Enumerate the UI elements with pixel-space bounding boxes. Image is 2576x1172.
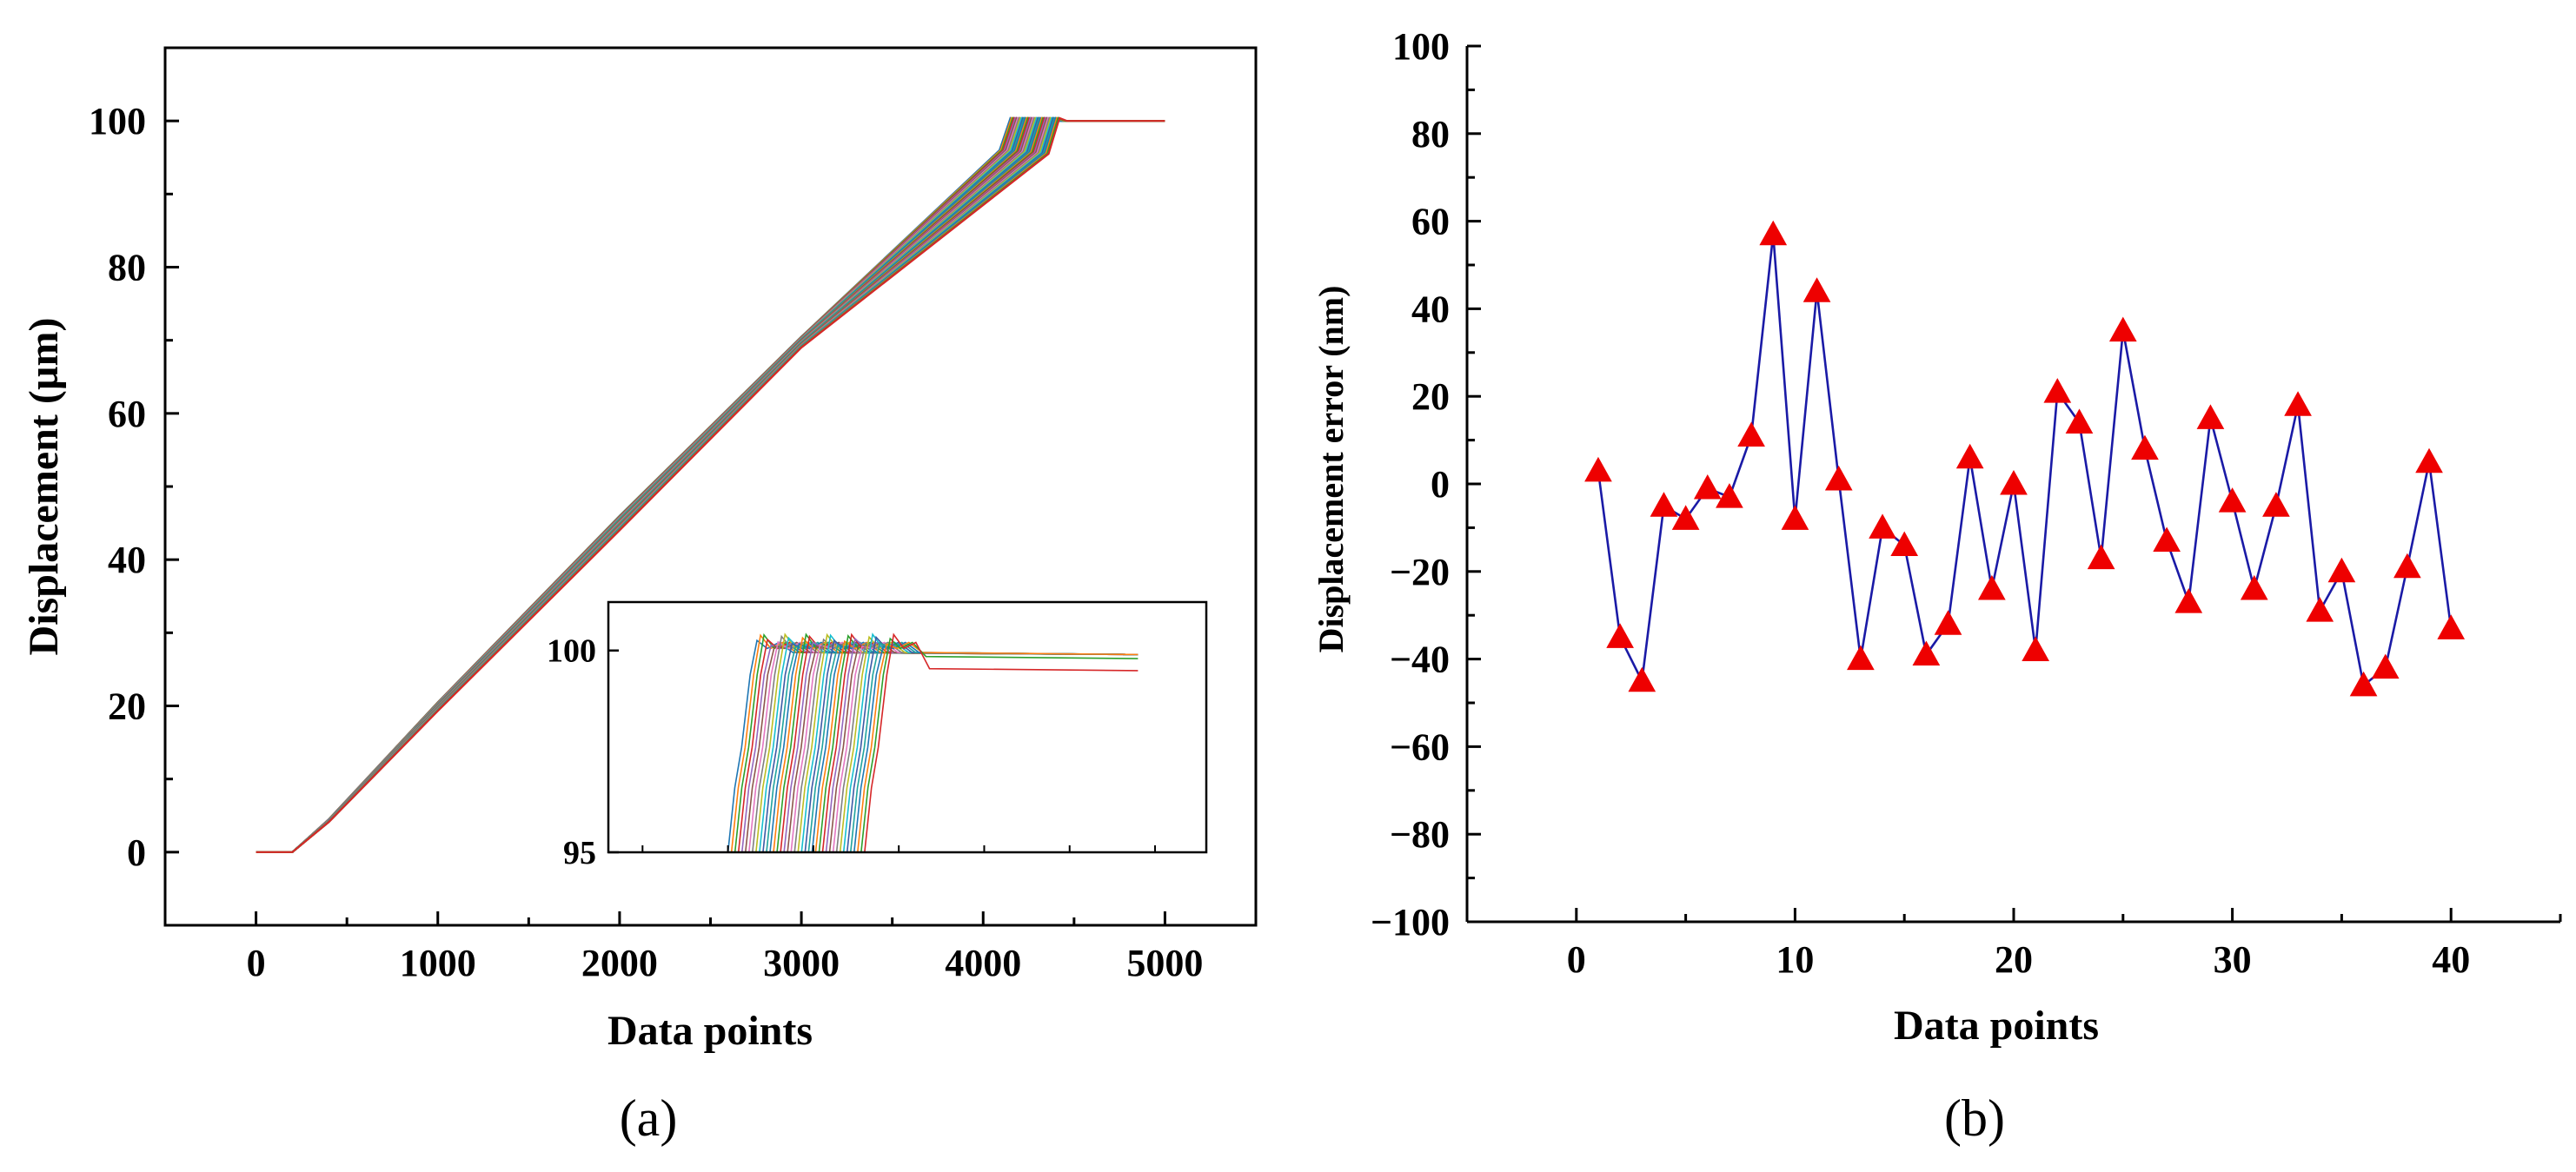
panel-a-ytick-label: 40 [108, 539, 146, 581]
panel-a-ylabel: Displacement (µm) [21, 318, 67, 656]
panel-b-triangle-marker [1869, 513, 1896, 539]
panel-b-ytick-label: 80 [1411, 113, 1450, 156]
inset-series-line [849, 641, 1139, 853]
panel-a-inset: 95 100 [547, 600, 1208, 871]
panel-b-ytick-label: −80 [1390, 813, 1450, 856]
panel-b-triangle-marker [1716, 483, 1743, 508]
panel-b-triangle-marker [2174, 588, 2203, 613]
panel-b-triangle-marker [2306, 597, 2334, 622]
panel-b-triangle-marker [2415, 447, 2443, 473]
panel-b-triangle-marker [2000, 469, 2028, 495]
panel-b-triangle-marker [2371, 653, 2400, 679]
panel-b-triangle-marker [2437, 614, 2466, 639]
panel-b-ytick-label: 40 [1411, 288, 1450, 330]
panel-b-ytick-label: −40 [1390, 639, 1450, 681]
panel-b-tag: (b) [1944, 1089, 2005, 1147]
panel-b-triangle-marker [2108, 316, 2137, 342]
panel-b-triangle-marker [1934, 610, 1962, 635]
panel-b-ytick-label: −60 [1390, 725, 1450, 768]
inset-series-group [727, 632, 1139, 853]
panel-a-xtick-label: 5000 [1126, 942, 1203, 984]
panel-a-tag: (a) [620, 1089, 678, 1147]
panel-b-triangle-marker [1759, 220, 1788, 246]
panel-b-ytick-label: −100 [1371, 901, 1450, 944]
panel-b-triangle-marker [1650, 492, 1678, 517]
panel-b-ytick-label: 20 [1411, 375, 1450, 418]
panel-b-triangle-marker [2022, 636, 2050, 662]
panel-b-triangle-marker [1824, 465, 1853, 491]
panel-a-ytick-label: 80 [108, 247, 146, 289]
inset-ytick-label: 100 [547, 633, 596, 670]
panel-b-triangle-marker [1977, 574, 2006, 600]
panel-b-triangle-marker [1847, 645, 1875, 671]
panel-b-triangle-marker [2065, 408, 2094, 434]
panel-b-triangle-marker [2240, 574, 2268, 600]
panel-a-xtick-label: 0 [247, 942, 266, 984]
inset-frame [607, 600, 1208, 854]
panel-b-ytick-label: 60 [1411, 201, 1450, 243]
panel-a-xtick-label: 2000 [581, 942, 658, 984]
panel-a-xtick-label: 3000 [763, 942, 840, 984]
panel-b-series [1584, 220, 2466, 697]
inset-ytick-label: 95 [563, 835, 596, 871]
panel-a-ticks: 0 1000 2000 3000 4000 5000 0 20 40 60 80 100 [89, 46, 1258, 984]
inset-series-line [853, 641, 1139, 853]
panel-b-ylabel: Displacement error (nm) [1311, 286, 1351, 653]
panel-b-xtick-label: 10 [1776, 938, 1814, 981]
panel-b-xtick-label: 20 [1995, 938, 2033, 981]
panel-a-ytick-label: 100 [89, 100, 146, 142]
panel-b-xtick-label: 0 [1567, 938, 1586, 981]
inset-series-line [846, 635, 1139, 853]
panel-b-triangle-marker [1737, 421, 1765, 447]
inset-background [608, 602, 1206, 852]
panel-a-xtick-label: 1000 [400, 942, 476, 984]
panel-b-triangle-marker [2349, 671, 2378, 697]
panel-b-triangle-marker [1671, 505, 1700, 530]
panel-b-triangle-marker [1628, 666, 1656, 692]
panel-b-ytick-label: 100 [1392, 25, 1450, 68]
panel-a: 0 1000 2000 3000 4000 5000 0 20 40 60 80 100 Displa… [21, 46, 1258, 1054]
panel-b-triangle-marker [1955, 443, 1984, 469]
panel-b-xlabel: Data points [1894, 1003, 2099, 1049]
panel-b-triangle-marker [1606, 623, 1634, 648]
panel-b-ytick-label: 0 [1431, 463, 1450, 506]
panel-b-triangle-marker [2393, 553, 2421, 579]
panel-b-triangle-marker [1584, 456, 1612, 482]
panel-b-triangle-marker [2131, 434, 2159, 460]
panel-b-triangle-marker [1781, 505, 1809, 530]
panel-a-series-line [256, 116, 1165, 853]
panel-a-ytick-label: 60 [108, 393, 146, 435]
panel-b-xtick-label: 30 [2214, 938, 2252, 981]
panel-b-triangle-marker [1890, 531, 1919, 557]
panel-b-triangle-marker [2284, 391, 2312, 416]
panel-b-error-line [1597, 234, 2453, 688]
panel-a-xtick-label: 4000 [945, 942, 1021, 984]
panel-b-ticks: 0 10 20 30 40 −100 −80 −60 −40 −20 0 20 40 60 80 100 [1371, 25, 2562, 981]
inset-series-line [864, 632, 1139, 853]
panel-b: 0 10 20 30 40 −100 −80 −60 −40 −20 0 20 40 60 80 100 Di… [1311, 25, 2562, 1049]
panel-a-xlabel: Data points [607, 1008, 813, 1054]
panel-b-triangle-marker [1912, 640, 1941, 666]
panel-b-triangle-marker [2153, 526, 2181, 553]
panel-b-triangle-marker [2262, 492, 2290, 517]
panel-b-ytick-label: −20 [1390, 551, 1450, 593]
panel-b-triangle-marker [2043, 378, 2072, 403]
panel-a-ytick-label: 20 [108, 685, 146, 728]
inset-ticks: 95 100 [547, 633, 1157, 871]
panel-b-xtick-label: 40 [2432, 938, 2470, 981]
panel-a-ytick-label: 0 [127, 831, 146, 874]
panel-a-series-group [256, 116, 1165, 853]
panel-b-triangle-marker [2218, 487, 2247, 513]
panel-b-triangle-marker [1693, 474, 1722, 500]
panel-b-triangle-marker [2327, 557, 2356, 583]
panel-b-triangle-marker [1803, 277, 1831, 302]
panel-b-triangle-marker [2087, 544, 2115, 570]
panel-b-triangle-marker [2196, 404, 2225, 429]
